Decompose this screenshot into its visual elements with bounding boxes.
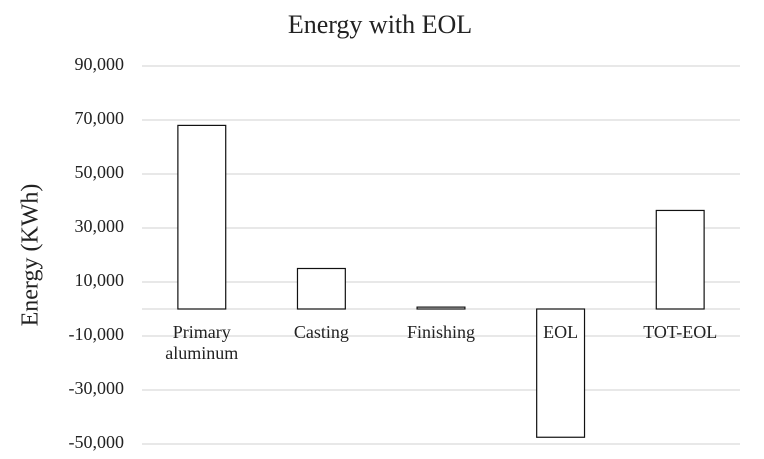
bar — [536, 308, 586, 438]
x-tick-label: TOT-EOL — [643, 322, 718, 342]
y-tick-label: -10,000 — [69, 324, 125, 344]
bar — [416, 306, 466, 310]
y-tick-label: -50,000 — [69, 432, 125, 452]
y-tick-label: 30,000 — [75, 216, 125, 236]
y-axis-label: Energy (KWh) — [18, 184, 44, 327]
y-tick-label: -30,000 — [69, 378, 125, 398]
x-tick-label: EOL — [543, 322, 579, 342]
y-tick-label: 90,000 — [75, 54, 125, 74]
x-tick-label: Finishing — [406, 322, 476, 342]
x-tick-label: Primary aluminum — [165, 322, 239, 363]
bar — [177, 124, 227, 310]
bar — [655, 209, 705, 310]
x-tick-label: Casting — [293, 322, 349, 342]
chart-title: Energy with EOL — [288, 10, 472, 39]
y-tick-label: 50,000 — [75, 162, 125, 182]
bar — [296, 267, 346, 310]
y-tick-label: 10,000 — [75, 270, 125, 290]
y-tick-label: 70,000 — [75, 108, 125, 128]
